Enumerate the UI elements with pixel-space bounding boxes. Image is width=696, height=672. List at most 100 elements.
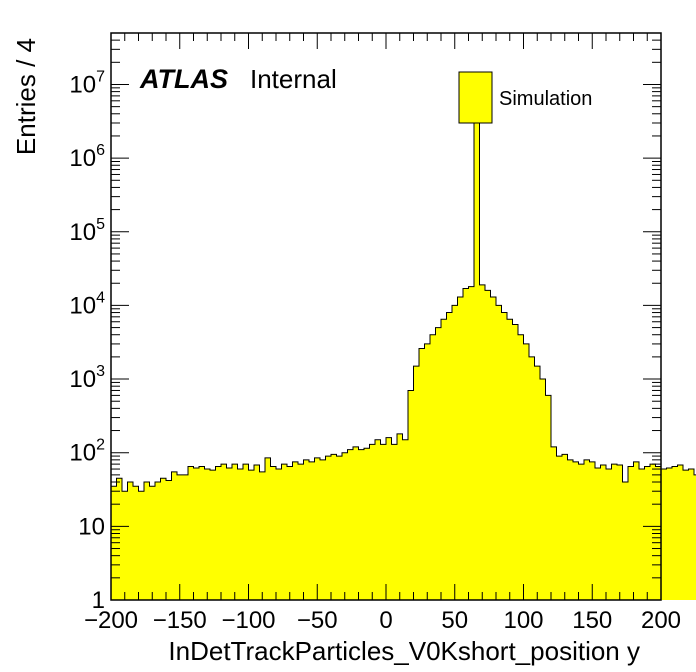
histogram-bar	[391, 444, 398, 600]
histogram-bar	[501, 312, 508, 600]
x-tick-label: 0	[379, 607, 392, 634]
histogram-bar	[595, 467, 601, 600]
histogram-bar	[276, 469, 282, 600]
histogram-bar	[589, 461, 596, 600]
histogram-bar	[457, 297, 464, 600]
legend-swatch	[458, 71, 493, 124]
histogram-bar	[413, 366, 420, 600]
histogram-bar	[397, 433, 403, 600]
histogram-bar	[446, 312, 453, 600]
histogram-bar	[622, 482, 629, 600]
axis-labels: −200 −150 −100 −50 0 50 100 150 200 1 10 102 103 104 1…	[69, 68, 681, 634]
histogram-bar	[342, 452, 348, 600]
histogram-bar	[523, 343, 530, 600]
histogram-bar	[369, 444, 376, 600]
histogram-bar	[331, 454, 337, 600]
x-tick-label: −150	[153, 607, 207, 634]
histogram-bar	[468, 286, 475, 600]
histogram-bar	[188, 466, 194, 600]
histogram-bar	[551, 446, 557, 600]
histogram-bar	[562, 454, 568, 600]
histogram-bar	[116, 478, 123, 600]
histogram-bar	[281, 464, 288, 600]
histogram-bar	[325, 456, 332, 600]
histogram-bar	[578, 464, 585, 600]
histogram-bar	[435, 327, 442, 600]
histogram-bar	[386, 437, 392, 600]
histogram-bar	[182, 474, 189, 600]
x-tick-label: 150	[572, 607, 612, 634]
histogram-bar	[677, 465, 684, 600]
histogram-bar	[347, 449, 354, 600]
y-tick-label: 106	[69, 142, 105, 172]
x-tick-label: −200	[84, 607, 138, 634]
histogram-bars	[110, 119, 696, 600]
histogram-bar	[309, 461, 315, 600]
histogram-bar	[122, 491, 128, 600]
y-axis-title: Entries / 4	[11, 38, 41, 155]
histogram-bar	[138, 491, 145, 600]
histogram-bar	[358, 449, 365, 600]
y-tick-label: 104	[69, 289, 105, 319]
histogram-bar	[210, 470, 216, 600]
histogram-bar	[215, 466, 222, 600]
histogram-bar	[166, 480, 172, 600]
histogram-bar	[474, 119, 480, 600]
histogram-bar	[265, 457, 271, 600]
histogram-bar	[512, 324, 519, 600]
histogram-bar	[567, 459, 574, 600]
histogram-bar	[496, 305, 502, 600]
legend-label: Simulation	[499, 88, 592, 110]
histogram-bar	[490, 297, 497, 600]
histogram-bar	[380, 444, 387, 600]
histogram-bar	[177, 474, 183, 600]
histogram-bar	[336, 456, 343, 600]
histogram-bar	[408, 390, 414, 600]
histogram-bar	[243, 464, 249, 600]
y-tick-label: 107	[69, 68, 105, 98]
y-tick-label: 1	[92, 587, 105, 614]
histogram-bar	[419, 348, 425, 600]
histogram-bar	[694, 474, 696, 600]
y-tick-label: 103	[69, 363, 105, 393]
histogram-bar	[441, 319, 447, 600]
histogram-bar	[485, 290, 491, 600]
histogram-bar	[644, 466, 651, 600]
histogram-bar	[666, 467, 673, 600]
histogram-bar	[320, 459, 326, 600]
x-tick-label: −100	[221, 607, 275, 634]
histogram-bar	[683, 470, 689, 600]
histogram-bar	[127, 482, 134, 600]
plot-frame	[110, 32, 662, 601]
histogram-bar	[248, 470, 255, 600]
histogram-bar	[600, 465, 607, 600]
histogram-bar	[292, 461, 299, 600]
histogram-bar	[540, 379, 546, 600]
histogram-bar	[452, 305, 458, 600]
histogram-bar	[573, 461, 579, 600]
histogram-bar	[375, 439, 381, 600]
histogram-bar	[303, 459, 310, 600]
histogram-bar	[639, 469, 645, 600]
histogram-bar	[144, 482, 150, 600]
histogram-bar	[199, 466, 205, 600]
histogram-bar	[204, 469, 211, 600]
histogram-bar	[237, 469, 244, 600]
atlas-sublabel: Internal	[250, 64, 337, 94]
histogram-bar	[232, 464, 238, 600]
histogram-bar	[479, 284, 486, 600]
x-tick-label: 50	[441, 607, 468, 634]
legend: Simulation	[458, 71, 592, 124]
x-tick-label: 100	[503, 607, 543, 634]
y-tick-label: 105	[69, 216, 105, 246]
histogram-bar	[518, 334, 524, 600]
histogram-bar	[254, 465, 260, 600]
histogram-bar	[133, 486, 139, 600]
histogram-outline	[110, 119, 696, 600]
histogram-bar	[221, 464, 227, 600]
histogram-bar	[507, 319, 513, 600]
histogram-bar	[353, 446, 359, 600]
histogram-bar	[534, 366, 541, 600]
